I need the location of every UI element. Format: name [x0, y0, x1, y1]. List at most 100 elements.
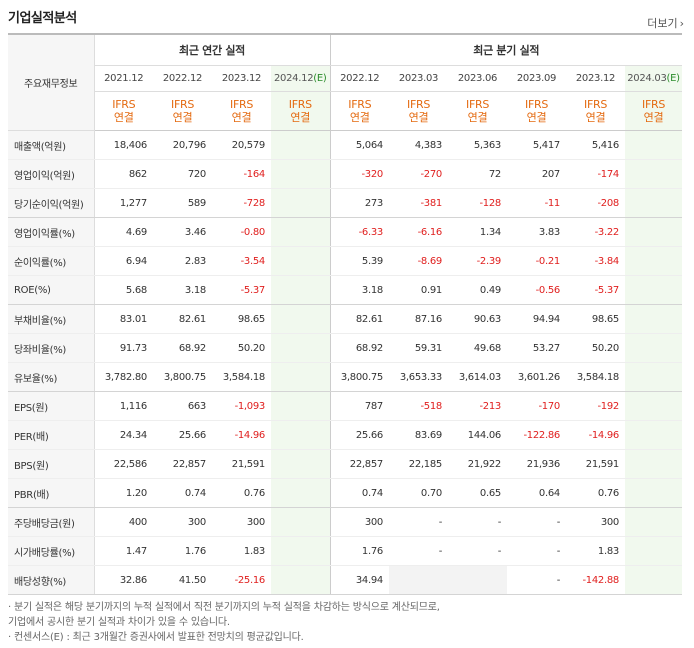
table-row: 시가배당률(%) 1.47 1.76 1.83 1.76- - -1.83	[8, 536, 682, 566]
ifrs-label: IFRS 연결	[212, 91, 271, 131]
table-row: BPS(원) 22,586 22,857 21,591 22,857 22,185 21,9…	[8, 449, 682, 479]
table-cell: -11	[507, 188, 566, 218]
table-cell	[625, 159, 682, 189]
table-cell: 25.66	[329, 420, 389, 450]
table-cell: 0.49	[448, 275, 507, 305]
table-cell: 5,416	[566, 130, 625, 160]
period-label: 2021.12	[104, 73, 144, 84]
table-cell: 4,383	[389, 130, 448, 160]
table-cell	[625, 275, 682, 305]
table-cell: 0.91	[389, 275, 448, 305]
ifrs-consolidated: 연결	[467, 111, 488, 124]
table-cell: -164	[212, 159, 271, 189]
table-cell: -518	[389, 391, 448, 421]
table-cell: -1,093	[212, 391, 271, 421]
table-cell: 663	[153, 391, 212, 421]
table-cell: 3.18	[329, 275, 389, 305]
table-cell: -3.84	[566, 246, 625, 276]
row-label: 주당배당금(원)	[8, 507, 95, 537]
table-cell: 83.01	[94, 304, 153, 334]
table-cell: 87.16	[389, 304, 448, 334]
table-cell	[625, 246, 682, 276]
table-cell: 82.61	[153, 304, 212, 334]
table-row: ROE(%) 5.68 3.18 -5.37 3.18 0.91 0.49 -0.56 -5.3…	[8, 275, 682, 305]
table-cell: 3,800.75	[329, 362, 389, 392]
table-cell: 21,936	[507, 449, 566, 479]
table-cell: -6.33	[329, 217, 389, 247]
quarter-period-2: 2023.06	[448, 65, 507, 92]
table-cell	[625, 188, 682, 218]
table-cell: 3.46	[153, 217, 212, 247]
table-cell: 3,653.33	[389, 362, 448, 392]
table-row: 당좌비율(%) 91.73 68.92 50.20 68.92 59.31 49.68 53.…	[8, 333, 682, 363]
annual-period-2: 2023.12	[212, 65, 271, 92]
quarter-period-3: 2023.09	[507, 65, 566, 92]
ifrs-label: IFRS 연결	[153, 91, 212, 131]
table-cell: 144.06	[448, 420, 507, 450]
period-label: 2022.12	[340, 73, 380, 84]
corner-label: 주요재무정보	[8, 33, 95, 131]
table-cell: 1.34	[448, 217, 507, 247]
table-cell: 82.61	[329, 304, 389, 334]
ifrs-label: IFRS 연결	[566, 91, 625, 131]
chevron-right-icon: ›	[679, 17, 684, 30]
table-cell: 0.76	[212, 478, 271, 508]
table-cell: -	[389, 536, 448, 566]
row-label: EPS(원)	[8, 391, 95, 421]
table-cell: 0.74	[153, 478, 212, 508]
table-cell: 22,857	[153, 449, 212, 479]
table-cell: -381	[389, 188, 448, 218]
table-cell: -170	[507, 391, 566, 421]
table-cell: -	[389, 507, 448, 537]
table-cell: -	[507, 507, 566, 537]
row-label: PBR(배)	[8, 478, 95, 508]
table-cell	[271, 449, 330, 479]
table-cell: -174	[566, 159, 625, 189]
ifrs-label: IFRS 연결	[389, 91, 448, 131]
ifrs-consolidated: 연결	[408, 111, 429, 124]
table-cell: 0.64	[507, 478, 566, 508]
table-cell	[271, 159, 330, 189]
table-cell: 72	[448, 159, 507, 189]
table-cell: 300	[212, 507, 271, 537]
row-label: PER(배)	[8, 420, 95, 450]
table-cell	[271, 565, 330, 595]
more-link[interactable]: 더보기 ›	[647, 15, 684, 31]
ifrs-label: IFRS 연결	[625, 91, 682, 131]
table-cell	[271, 304, 330, 334]
table-cell: 21,591	[212, 449, 271, 479]
table-cell: 32.86	[94, 565, 153, 595]
table-cell: 1.83	[212, 536, 271, 566]
table-cell: 1.20	[94, 478, 153, 508]
annual-period-1: 2022.12	[153, 65, 212, 92]
period-label: 2023.12	[221, 73, 262, 84]
table-cell: -2.39	[448, 246, 507, 276]
ifrs-consolidated: 연결	[349, 111, 370, 124]
table-cell	[271, 275, 330, 305]
table-cell: 5.39	[329, 246, 389, 276]
table-cell: 98.65	[566, 304, 625, 334]
table-cell: 21,922	[448, 449, 507, 479]
table-cell: 300	[153, 507, 212, 537]
table-cell: 22,185	[389, 449, 448, 479]
table-row: PBR(배) 1.20 0.74 0.76 0.74 0.70 0.65 0.64 0.76	[8, 478, 682, 508]
table-cell: -14.96	[566, 420, 625, 450]
table-cell: -25.16	[212, 565, 271, 595]
ifrs-standard: IFRS	[407, 98, 430, 111]
table-row: 배당성향(%) 32.86 41.50 -25.16 34.94 - -142.88	[8, 565, 682, 595]
table-cell: 3,584.18	[566, 362, 625, 392]
table-cell: 59.31	[389, 333, 448, 363]
ifrs-consolidated: 연결	[526, 111, 547, 124]
table-cell: 3,800.75	[153, 362, 212, 392]
table-cell	[625, 507, 682, 537]
table-cell: 34.94	[329, 565, 389, 595]
table-cell: -	[448, 536, 507, 566]
table-cell: -142.88	[566, 565, 625, 595]
table-cell: -728	[212, 188, 271, 218]
table-row: 매출액(억원) 18,406 20,796 20,579 5,064 4,383 5,363…	[8, 130, 682, 160]
section-title: 기업실적분석	[8, 11, 77, 26]
table-cell: 3,782.80	[94, 362, 153, 392]
table-cell: 1.76	[329, 536, 389, 566]
table-cell: 4.69	[94, 217, 153, 247]
table-cell: 18,406	[94, 130, 153, 160]
